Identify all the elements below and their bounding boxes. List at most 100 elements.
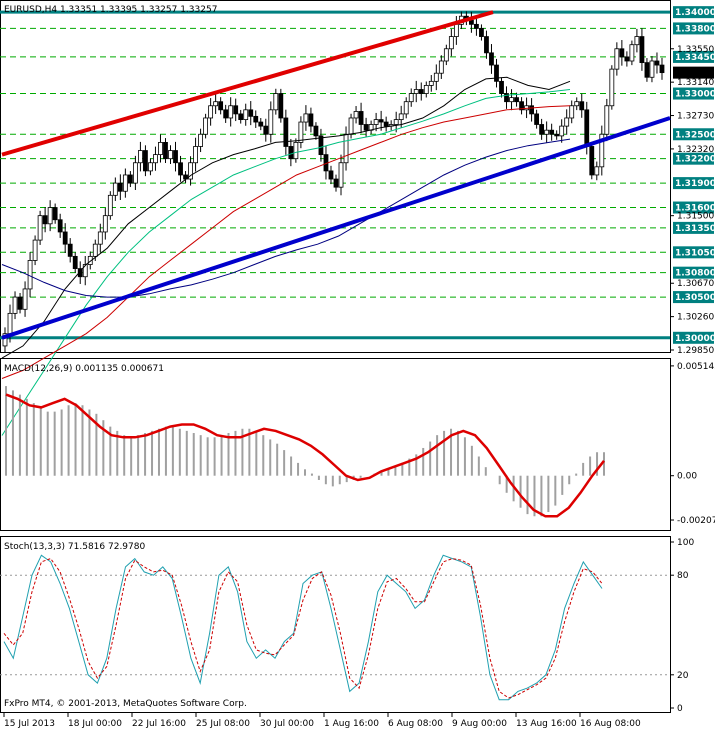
level-tag-bg — [673, 221, 714, 234]
candle-body — [178, 162, 183, 176]
level-tag-text: 1.33450 — [675, 53, 715, 63]
candle-body — [413, 89, 419, 94]
level-tag: 1.32200 — [673, 152, 715, 165]
candle-body — [579, 101, 585, 111]
level-tag-text: 1.32200 — [675, 155, 715, 165]
stoch-tick-label: 100 — [677, 538, 694, 548]
time-tick-label: 9 Aug 00:00 — [452, 719, 507, 729]
candle-body — [544, 129, 550, 135]
time-tick-label: 16 Aug 08:00 — [580, 719, 641, 729]
price-tick-label: 1.30260 — [677, 313, 714, 323]
time-tick-label: 6 Aug 08:00 — [388, 719, 443, 729]
candle-body — [168, 150, 173, 160]
moving-average-ma_black — [1, 76, 571, 359]
level-tag: 1.34000 — [673, 6, 715, 19]
candle-body — [594, 166, 600, 176]
candle-body — [453, 23, 459, 37]
level-tag-text: 1.30800 — [675, 269, 715, 279]
moving-average-ma_red — [1, 105, 571, 379]
current-price-tag: 1.33257 — [673, 66, 714, 79]
level-tag: 1.33450 — [673, 50, 715, 63]
candle-body — [263, 125, 269, 135]
candle-body — [37, 215, 43, 241]
time-tick-label: 13 Aug 16:00 — [516, 719, 577, 729]
level-tag-bg — [673, 266, 714, 279]
level-tag: 1.31350 — [673, 221, 715, 234]
candle-body — [313, 125, 319, 137]
stoch-label: Stoch(13,3,3) 71.5816 72.9780 — [4, 542, 145, 552]
candle-body — [469, 19, 474, 25]
candle-body — [82, 264, 88, 278]
candle-body — [47, 207, 53, 225]
level-tag: 1.31600 — [673, 201, 715, 214]
candle-body — [604, 105, 610, 135]
candle-body — [403, 101, 409, 115]
candle-body — [494, 64, 499, 82]
trendline-resistance_line — [1, 10, 494, 157]
level-tag-text: 1.33800 — [675, 24, 715, 34]
level-tag-text: 1.34000 — [675, 8, 715, 18]
candle-body — [418, 89, 424, 94]
stoch-tick-label: 20 — [677, 671, 689, 681]
time-tick-label: 18 Jul 00:00 — [68, 719, 122, 729]
level-tag-bg — [673, 152, 714, 165]
level-tag-bg — [673, 50, 714, 63]
candle-body — [17, 296, 23, 310]
candle-body — [308, 113, 314, 127]
stoch-panel — [0, 536, 671, 713]
candle-body — [504, 93, 509, 103]
candle-body — [408, 93, 414, 103]
level-tag-bg — [673, 177, 714, 190]
candle-body — [117, 182, 123, 192]
candle-body — [158, 141, 163, 156]
level-tag-text: 1.31900 — [675, 179, 715, 189]
candle-body — [338, 162, 344, 188]
candle-body — [22, 288, 28, 310]
candle-body — [529, 105, 534, 115]
candle-body — [288, 146, 294, 160]
time-tick-label: 30 Jul 00:00 — [260, 719, 314, 729]
level-tag-bg — [673, 128, 714, 141]
candle-body — [423, 85, 429, 94]
candle-body — [97, 231, 103, 245]
price-tick-label: 1.33140 — [677, 78, 714, 88]
candle-body — [298, 121, 304, 143]
candle-body — [348, 117, 354, 135]
level-tag-bg — [673, 22, 714, 35]
candle-body — [559, 125, 565, 137]
level-tag-text: 1.31050 — [675, 248, 715, 258]
candle-body — [213, 101, 219, 107]
candle-body — [564, 117, 570, 127]
candle-body — [534, 113, 540, 125]
trendline-support_line — [1, 116, 671, 340]
symbol-label: EURUSD,H4 1.33351 1.33395 1.33257 1.3325… — [4, 5, 217, 15]
candle-body — [268, 109, 274, 135]
candle-body — [32, 239, 38, 261]
level-tag: 1.33800 — [673, 22, 715, 35]
level-tag-bg — [673, 331, 714, 344]
candle-body — [584, 109, 590, 147]
level-tag-bg — [673, 246, 714, 259]
candle-body — [554, 133, 560, 137]
price-tick-label: 1.32320 — [677, 145, 714, 155]
candle-body — [514, 97, 519, 103]
candle-body — [87, 255, 93, 265]
candle-body — [353, 111, 359, 119]
candle-body — [57, 219, 63, 233]
candle-body — [333, 178, 339, 188]
moving-average-ma_navy — [1, 138, 571, 298]
candle-body — [283, 117, 289, 147]
candle-body — [539, 124, 545, 135]
level-tag-bg — [673, 6, 714, 19]
macd-tick-label: -0.002076 — [677, 516, 715, 526]
candle-body — [238, 113, 244, 121]
price-tick-label: 1.29850 — [677, 346, 714, 356]
candle-body — [198, 133, 203, 147]
candle-body — [619, 48, 625, 58]
candle-body — [248, 109, 254, 117]
level-tag-bg — [673, 87, 714, 100]
candle-body — [67, 243, 73, 257]
candle-body — [383, 121, 389, 127]
